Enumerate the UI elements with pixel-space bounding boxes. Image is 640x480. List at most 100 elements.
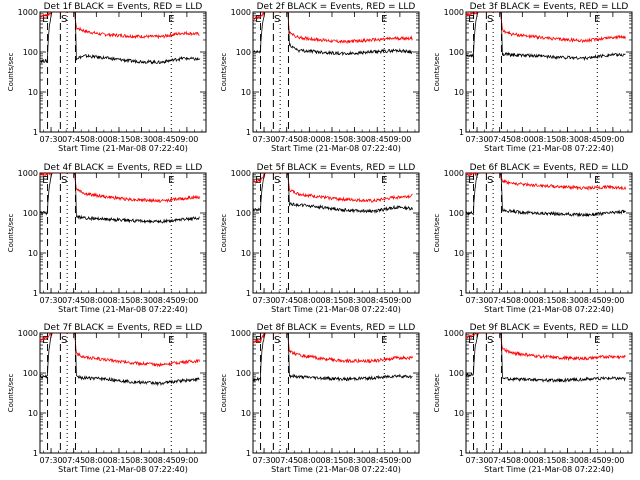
y-tick-label: 100 [236, 48, 251, 57]
event-marker-label: E [468, 14, 474, 25]
event-marker-label: E [381, 335, 387, 346]
y-tick-label: 1 [246, 289, 251, 298]
x-axis-label: Start Time (21-Mar-08 07:22:40) [58, 305, 188, 314]
x-tick-label: 07:30 [466, 296, 489, 305]
panel-7: Det 7f BLACK = Events, RED = LLD 1 10 100 10… [7, 323, 207, 474]
event-marker-label: E [255, 14, 261, 25]
y-tick-label: 1000 [444, 169, 464, 178]
plot-frame [465, 11, 633, 133]
event-marker-label: E [468, 335, 474, 346]
event-marker-label: E [381, 175, 387, 186]
panel-title: Det 3f BLACK = Events, RED = LLD [470, 2, 629, 12]
x-tick-label: 07:30 [253, 296, 276, 305]
y-axis-label: Counts/sec [220, 374, 228, 413]
panel-title: Det 1f BLACK = Events, RED = LLD [44, 2, 203, 12]
y-tick-label: 1 [246, 449, 251, 458]
series-line-events [465, 11, 626, 62]
event-marker-label: S [487, 14, 493, 25]
y-axis-label: Counts/sec [433, 53, 441, 92]
y-axis-label: Counts/sec [433, 214, 441, 253]
panel-4: Det 4f BLACK = Events, RED = LLD 1 10 100 10… [7, 163, 207, 314]
x-axis-label: Start Time (21-Mar-08 07:22:40) [58, 465, 188, 474]
event-marker-label: S [274, 14, 280, 25]
plot-frame [252, 172, 420, 294]
y-tick-label: 10 [28, 409, 38, 418]
panel-1: Det 1f BLACK = Events, RED = LLD 1 10 100 10… [7, 2, 207, 153]
x-tick-label: 08:45 [366, 456, 389, 465]
y-tick-label: 1000 [231, 329, 251, 338]
event-marker-label: E [594, 14, 600, 25]
x-tick-label: 08:15 [533, 296, 556, 305]
x-tick-label: 08:15 [107, 296, 130, 305]
x-axis-label: Start Time (21-Mar-08 07:22:40) [484, 465, 614, 474]
x-tick-label: 07:45 [488, 296, 511, 305]
x-tick-label: 08:15 [533, 456, 556, 465]
x-tick-label: 07:45 [275, 456, 298, 465]
x-tick-label: 09:00 [175, 456, 198, 465]
event-marker-label: E [594, 175, 600, 186]
y-tick-label: 1000 [444, 329, 464, 338]
plot-frame [252, 332, 420, 454]
x-tick-label: 08:00 [85, 296, 108, 305]
panel-8: Det 8f BLACK = Events, RED = LLD 1 10 100 10… [220, 323, 420, 474]
y-tick-label: 1 [459, 128, 464, 137]
y-tick-label: 100 [23, 209, 38, 218]
event-marker-label: E [42, 175, 48, 186]
x-tick-label: 07:30 [40, 456, 63, 465]
y-tick-label: 1 [459, 449, 464, 458]
y-tick-label: 10 [28, 249, 38, 258]
y-tick-label: 1 [246, 128, 251, 137]
y-tick-label: 10 [28, 88, 38, 97]
x-tick-label: 07:30 [40, 135, 63, 144]
panel-9: Det 9f BLACK = Events, RED = LLD 1 10 100 10… [433, 323, 633, 474]
x-tick-label: 08:30 [343, 135, 366, 144]
event-marker-label: E [168, 335, 174, 346]
x-tick-label: 08:00 [511, 296, 534, 305]
y-tick-label: 10 [241, 409, 251, 418]
y-axis-label: Counts/sec [433, 374, 441, 413]
x-tick-label: 08:00 [298, 296, 321, 305]
x-axis-label: Start Time (21-Mar-08 07:22:40) [484, 305, 614, 314]
y-tick-label: 1000 [18, 8, 38, 17]
series-line-events [39, 332, 200, 387]
x-tick-label: 08:45 [366, 135, 389, 144]
x-tick-label: 08:00 [85, 135, 108, 144]
event-marker-label: S [61, 14, 67, 25]
series-line-events [252, 172, 413, 214]
panel-title: Det 8f BLACK = Events, RED = LLD [257, 323, 416, 333]
panel-title: Det 4f BLACK = Events, RED = LLD [44, 163, 203, 173]
plot-frame [252, 11, 420, 133]
y-tick-label: 1000 [231, 8, 251, 17]
x-tick-label: 08:30 [556, 135, 579, 144]
plot-frame [39, 332, 207, 454]
panel-6: Det 6f BLACK = Events, RED = LLD 1 10 100 10… [433, 163, 633, 314]
x-tick-label: 07:30 [253, 456, 276, 465]
x-tick-label: 08:45 [153, 296, 176, 305]
x-tick-label: 08:45 [579, 296, 602, 305]
x-tick-label: 07:30 [40, 296, 63, 305]
x-tick-label: 08:30 [556, 456, 579, 465]
panel-title: Det 9f BLACK = Events, RED = LLD [470, 323, 629, 333]
panel-5: Det 5f BLACK = Events, RED = LLD 1 10 100 10… [220, 163, 420, 314]
x-tick-label: 08:30 [556, 296, 579, 305]
event-marker-label: S [61, 335, 67, 346]
panel-title: Det 5f BLACK = Events, RED = LLD [257, 163, 416, 173]
y-tick-label: 10 [454, 88, 464, 97]
x-tick-label: 08:00 [85, 456, 108, 465]
y-tick-label: 100 [449, 209, 464, 218]
event-marker-label: S [274, 175, 280, 186]
panel-3: Det 3f BLACK = Events, RED = LLD 1 10 100 10… [433, 2, 633, 153]
x-tick-label: 08:15 [320, 296, 343, 305]
y-tick-label: 100 [236, 369, 251, 378]
series-line-events [252, 11, 413, 56]
event-marker-label: E [594, 335, 600, 346]
y-tick-label: 100 [23, 369, 38, 378]
x-tick-label: 07:30 [253, 135, 276, 144]
plot-frame [465, 332, 633, 454]
x-tick-label: 09:00 [388, 296, 411, 305]
x-tick-label: 07:30 [466, 135, 489, 144]
y-tick-label: 100 [449, 369, 464, 378]
x-tick-label: 07:45 [275, 296, 298, 305]
panel-title: Det 2f BLACK = Events, RED = LLD [257, 2, 416, 12]
y-tick-label: 100 [23, 48, 38, 57]
